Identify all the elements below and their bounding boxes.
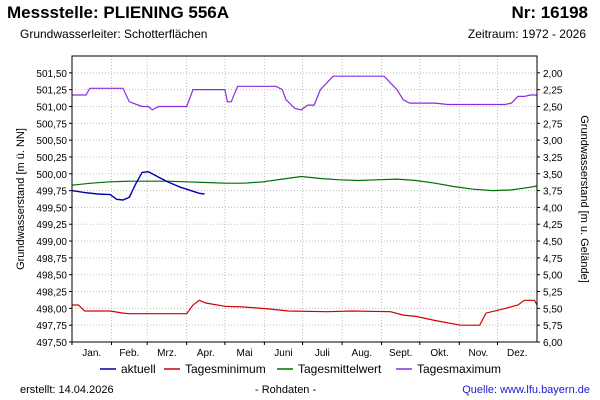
- y-right-tick-label: 2,00: [543, 69, 563, 80]
- y-right-tick-label: 2,25: [543, 86, 563, 97]
- y-tick-label: 500,75: [36, 119, 67, 130]
- station-title: Messstelle: PLIENING 556A: [7, 3, 230, 22]
- period-label: Zeitraum: 1972 - 2026: [467, 27, 586, 41]
- y-right-tick-label: 3,25: [543, 153, 563, 164]
- raw-data-note: - Rohdaten -: [255, 384, 317, 396]
- y-right-tick-label: 3,00: [543, 136, 563, 147]
- y-tick-label: 497,50: [36, 338, 67, 349]
- x-tick-label: Sept.: [389, 348, 412, 359]
- y-right-tick-label: 4,75: [543, 254, 563, 265]
- y-axis-right-label: Grundwasserstand [m u. Gelände]: [578, 115, 590, 283]
- series-line-tagesmaximum: [72, 75, 537, 111]
- y-right-tick-label: 6,00: [543, 338, 563, 349]
- aquifer-label: Grundwasserleiter: Schotterflächen: [20, 27, 208, 41]
- x-tick-label: Aug.: [352, 348, 373, 359]
- y-axis-left-ticks: 497,50 497,75 498,00 498,25 498,50 498,75 499,…: [36, 69, 72, 349]
- x-tick-label: Juni: [274, 348, 292, 359]
- legend-label: Tagesminimum: [185, 362, 266, 376]
- y-tick-label: 499,00: [36, 237, 67, 248]
- y-right-tick-label: 4,00: [543, 203, 563, 214]
- x-tick-label: Juli: [315, 348, 330, 359]
- x-tick-label: Jan.: [82, 348, 101, 359]
- y-tick-label: 498,25: [36, 288, 67, 299]
- y-right-tick-label: 4,25: [543, 220, 563, 231]
- x-tick-label: Mrz.: [157, 348, 176, 359]
- x-tick-label: Nov.: [468, 348, 488, 359]
- x-axis-month-ticks: Jan. Feb. Mrz. Apr. Mai Juni Juli Aug. Sept. Okt.…: [71, 342, 528, 359]
- series-line-aktuell: [71, 170, 205, 201]
- x-tick-label: Okt.: [430, 348, 448, 359]
- created-date: erstellt: 14.04.2026: [20, 384, 114, 396]
- y-right-tick-label: 3,75: [543, 187, 563, 198]
- y-tick-label: 498,00: [36, 304, 67, 315]
- y-tick-label: 498,50: [36, 271, 67, 282]
- y-tick-label: 501,25: [36, 86, 67, 97]
- y-right-tick-label: 5,25: [543, 288, 563, 299]
- y-right-tick-label: 5,00: [543, 271, 563, 282]
- chart-grid: [72, 56, 537, 343]
- legend-label: Tagesmaximum: [417, 362, 501, 376]
- x-tick-label: Mai: [237, 348, 253, 359]
- legend-label: Tagesmittelwert: [298, 362, 382, 376]
- y-right-tick-label: 2,50: [543, 102, 563, 113]
- series-line-tagesminimum: [72, 299, 538, 326]
- y-tick-label: 499,75: [36, 187, 67, 198]
- plot-frame: [71, 55, 538, 343]
- y-right-tick-label: 5,75: [543, 321, 563, 332]
- series-line-tagesmittelwert: [71, 175, 538, 192]
- y-tick-label: 499,50: [36, 203, 67, 214]
- y-tick-label: 501,50: [36, 69, 67, 80]
- legend-label: aktuell: [121, 362, 156, 376]
- y-tick-label: 500,00: [36, 170, 67, 181]
- y-right-tick-label: 4,50: [543, 237, 563, 248]
- y-right-tick-label: 5,50: [543, 304, 563, 315]
- y-axis-right-ticks: 6,00 5,75 5,50 5,25 5,00 4,75 4,50 4,25 4,00 3,75…: [537, 69, 563, 349]
- y-tick-label: 500,50: [36, 136, 67, 147]
- y-tick-label: 498,75: [36, 254, 67, 265]
- y-right-tick-label: 2,75: [543, 119, 563, 130]
- chart-legend: aktuell Tagesminimum Tagesmittelwert Tagesm…: [100, 362, 501, 376]
- chart-series: [71, 75, 538, 326]
- y-tick-label: 501,00: [36, 102, 67, 113]
- y-tick-label: 499,25: [36, 220, 67, 231]
- x-tick-label: Feb.: [119, 348, 139, 359]
- source-link[interactable]: Quelle: www.lfu.bayern.de: [462, 384, 590, 396]
- x-tick-label: Dez.: [507, 348, 528, 359]
- y-tick-label: 500,25: [36, 153, 67, 164]
- x-tick-label: Apr.: [197, 348, 215, 359]
- y-right-tick-label: 3,50: [543, 170, 563, 181]
- y-axis-left-label: Grundwasserstand [m ü. NN]: [15, 128, 27, 270]
- station-number: Nr: 16198: [511, 3, 588, 22]
- y-tick-label: 497,75: [36, 321, 67, 332]
